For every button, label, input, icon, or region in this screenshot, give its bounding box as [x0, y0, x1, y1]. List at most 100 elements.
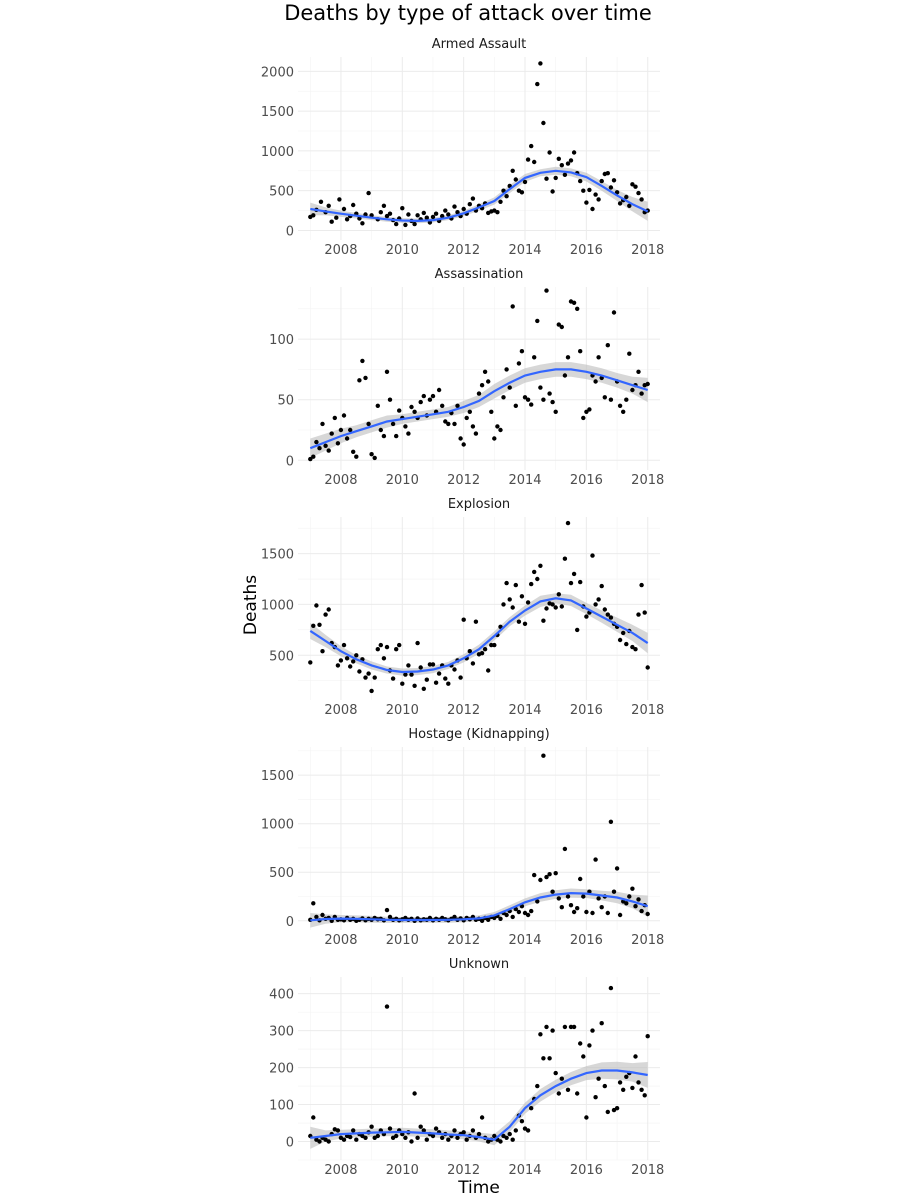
x-tick-label: 2012: [447, 703, 480, 718]
facet-panel: Hostage (Kidnapping) 2008 2010 2012 2014 2016…: [261, 727, 664, 948]
x-tick-label: 2008: [324, 1163, 357, 1178]
x-tick-label: 2008: [324, 933, 357, 948]
data-point: [486, 668, 491, 673]
data-point: [559, 604, 564, 609]
data-point: [397, 642, 402, 648]
data-point: [326, 203, 331, 208]
data-point: [390, 676, 396, 681]
data-point: [470, 196, 476, 201]
data-point: [375, 1133, 380, 1139]
facet-panel: Explosion 2008 2010 2012 2014 2016 2018 500 1000…: [261, 497, 664, 718]
data-point: [360, 221, 365, 226]
smooth-trend-line: [309, 597, 649, 674]
data-point: [409, 404, 414, 410]
data-point: [639, 908, 644, 914]
data-point: [633, 904, 638, 909]
data-point: [571, 150, 577, 155]
data-point: [630, 886, 635, 891]
data-point: [614, 190, 620, 195]
data-point: [351, 449, 356, 454]
data-point: [406, 431, 411, 436]
facet-strip-label: Explosion: [448, 497, 510, 512]
data-point: [421, 210, 426, 216]
data-point: [504, 580, 509, 586]
data-point: [513, 177, 518, 182]
data-point: [335, 441, 341, 446]
data-point: [605, 910, 610, 916]
data-point: [455, 210, 460, 215]
data-point: [329, 431, 334, 436]
data-point: [446, 212, 451, 217]
data-point: [341, 206, 347, 212]
data-point: [504, 194, 509, 199]
data-point: [470, 424, 476, 429]
data-point: [617, 637, 623, 643]
data-point: [593, 379, 598, 384]
data-point: [568, 158, 574, 163]
x-tick-label: 2018: [631, 933, 664, 948]
data-point: [433, 1126, 439, 1131]
data-point: [611, 310, 617, 315]
data-point: [565, 355, 571, 360]
data-point: [403, 672, 408, 677]
data-point: [384, 907, 390, 913]
data-point: [436, 387, 442, 393]
confidence-band: [310, 362, 648, 458]
data-point: [498, 916, 503, 921]
data-point: [532, 569, 537, 575]
data-point: [403, 1135, 408, 1141]
x-tick-label: 2008: [324, 703, 357, 718]
data-point: [501, 395, 506, 400]
data-point: [544, 874, 549, 880]
data-point: [513, 403, 518, 408]
data-point: [630, 644, 635, 650]
data-point: [498, 427, 503, 433]
x-tick-label: 2018: [631, 1163, 664, 1178]
data-point: [381, 656, 387, 661]
data-point: [387, 914, 393, 920]
data-point: [535, 899, 540, 904]
data-point: [372, 675, 377, 680]
x-tick-label: 2010: [386, 933, 419, 948]
data-point: [421, 393, 426, 399]
data-point: [387, 211, 393, 216]
data-point: [614, 1106, 620, 1111]
data-point: [344, 436, 350, 441]
data-point: [446, 1137, 451, 1142]
data-point: [608, 985, 614, 991]
data-point: [575, 906, 580, 911]
data-point: [525, 1128, 531, 1133]
data-point: [621, 630, 626, 636]
data-point: [578, 579, 583, 585]
data-point: [415, 213, 420, 218]
data-point: [341, 413, 347, 418]
y-tick-label: 0: [286, 224, 294, 239]
data-point: [590, 910, 595, 916]
data-point: [418, 665, 423, 670]
chart-title: Deaths by type of attack over time: [284, 1, 652, 25]
data-point: [596, 355, 601, 360]
x-tick-label: 2016: [570, 703, 603, 718]
data-point: [522, 395, 528, 400]
data-point: [482, 647, 488, 652]
data-point: [559, 905, 564, 910]
data-point: [535, 81, 540, 87]
data-point: [578, 876, 583, 882]
data-point: [467, 409, 472, 414]
data-point: [326, 607, 331, 612]
data-point: [394, 1133, 399, 1139]
y-tick-label: 500: [269, 649, 294, 664]
data-point: [467, 649, 472, 654]
data-point: [479, 383, 485, 388]
data-point: [581, 894, 586, 899]
data-point: [599, 905, 604, 910]
data-point: [617, 403, 623, 408]
data-point: [332, 415, 337, 421]
data-point: [611, 178, 617, 183]
data-point: [645, 381, 650, 387]
data-point: [633, 647, 638, 652]
data-point: [369, 688, 374, 694]
data-point: [621, 409, 626, 414]
data-point: [538, 1032, 543, 1037]
data-point: [378, 210, 383, 215]
